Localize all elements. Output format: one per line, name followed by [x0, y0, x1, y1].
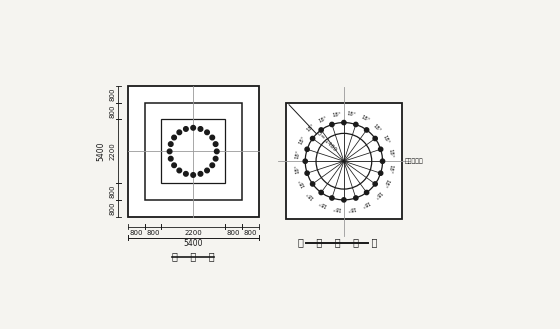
Circle shape — [172, 135, 176, 140]
Circle shape — [330, 122, 334, 127]
Circle shape — [319, 128, 323, 132]
Text: 800: 800 — [146, 230, 160, 236]
Circle shape — [184, 127, 188, 131]
Bar — [128, 86, 259, 217]
Text: 18°: 18° — [305, 190, 316, 200]
Circle shape — [373, 137, 377, 140]
Text: 18°: 18° — [381, 177, 390, 188]
Circle shape — [354, 122, 358, 127]
Text: D= 1480: D= 1480 — [315, 130, 338, 152]
Text: 横担中心线: 横担中心线 — [405, 159, 423, 164]
Circle shape — [167, 149, 172, 154]
Text: 18°: 18° — [372, 123, 382, 133]
Circle shape — [214, 149, 219, 154]
Text: 18°: 18° — [294, 164, 301, 174]
Circle shape — [354, 196, 358, 200]
Text: 2200: 2200 — [110, 142, 115, 160]
Circle shape — [169, 156, 173, 161]
Text: 800: 800 — [110, 105, 115, 118]
Bar — [286, 103, 402, 219]
Text: 18°: 18° — [317, 199, 328, 208]
Text: 5400: 5400 — [96, 142, 105, 161]
Text: 18°: 18° — [297, 135, 306, 145]
Circle shape — [373, 182, 377, 186]
Text: 18°: 18° — [294, 149, 301, 159]
Text: 18°: 18° — [346, 112, 356, 118]
Circle shape — [210, 163, 214, 167]
Circle shape — [319, 190, 323, 195]
Text: 平    面    布    置    图: 平 面 布 置 图 — [298, 238, 377, 247]
Text: 18°: 18° — [297, 177, 306, 188]
Text: 18°: 18° — [372, 190, 382, 200]
Circle shape — [365, 128, 368, 132]
Circle shape — [169, 142, 173, 146]
Circle shape — [213, 142, 218, 146]
Circle shape — [191, 126, 195, 130]
Text: 800: 800 — [110, 185, 115, 198]
Text: 800: 800 — [110, 202, 115, 215]
Circle shape — [310, 182, 315, 186]
Circle shape — [205, 130, 209, 135]
Text: 18°: 18° — [388, 149, 394, 159]
Circle shape — [205, 168, 209, 173]
Text: 18°: 18° — [332, 205, 342, 211]
Text: 18°: 18° — [388, 164, 394, 174]
Text: 18°: 18° — [346, 205, 356, 211]
Circle shape — [305, 171, 309, 175]
Circle shape — [380, 159, 385, 164]
Circle shape — [305, 147, 309, 151]
Circle shape — [365, 190, 368, 195]
Text: 18°: 18° — [360, 115, 371, 124]
Text: 800: 800 — [129, 230, 143, 236]
Circle shape — [379, 171, 383, 175]
Circle shape — [184, 171, 188, 176]
Circle shape — [172, 163, 176, 167]
Circle shape — [177, 130, 181, 135]
Text: 800: 800 — [227, 230, 240, 236]
Circle shape — [310, 137, 315, 140]
Circle shape — [213, 156, 218, 161]
Circle shape — [198, 127, 203, 131]
Circle shape — [379, 147, 383, 151]
Text: 18°: 18° — [360, 199, 371, 208]
Text: 18°: 18° — [305, 123, 316, 133]
Circle shape — [303, 159, 307, 164]
Circle shape — [210, 135, 214, 140]
Circle shape — [342, 120, 346, 125]
Circle shape — [191, 173, 195, 177]
Text: 800: 800 — [244, 230, 257, 236]
Text: 18°: 18° — [332, 112, 342, 118]
Circle shape — [342, 198, 346, 202]
Text: 800: 800 — [110, 88, 115, 101]
Text: 5400: 5400 — [184, 239, 203, 248]
Bar — [161, 119, 225, 183]
Text: 平    面    图: 平 面 图 — [172, 251, 214, 261]
Circle shape — [330, 196, 334, 200]
Circle shape — [198, 171, 203, 176]
Text: 2200: 2200 — [184, 230, 202, 236]
Circle shape — [177, 168, 181, 173]
Text: 18°: 18° — [381, 135, 390, 145]
Bar — [145, 103, 241, 200]
Text: 18°: 18° — [317, 115, 328, 124]
